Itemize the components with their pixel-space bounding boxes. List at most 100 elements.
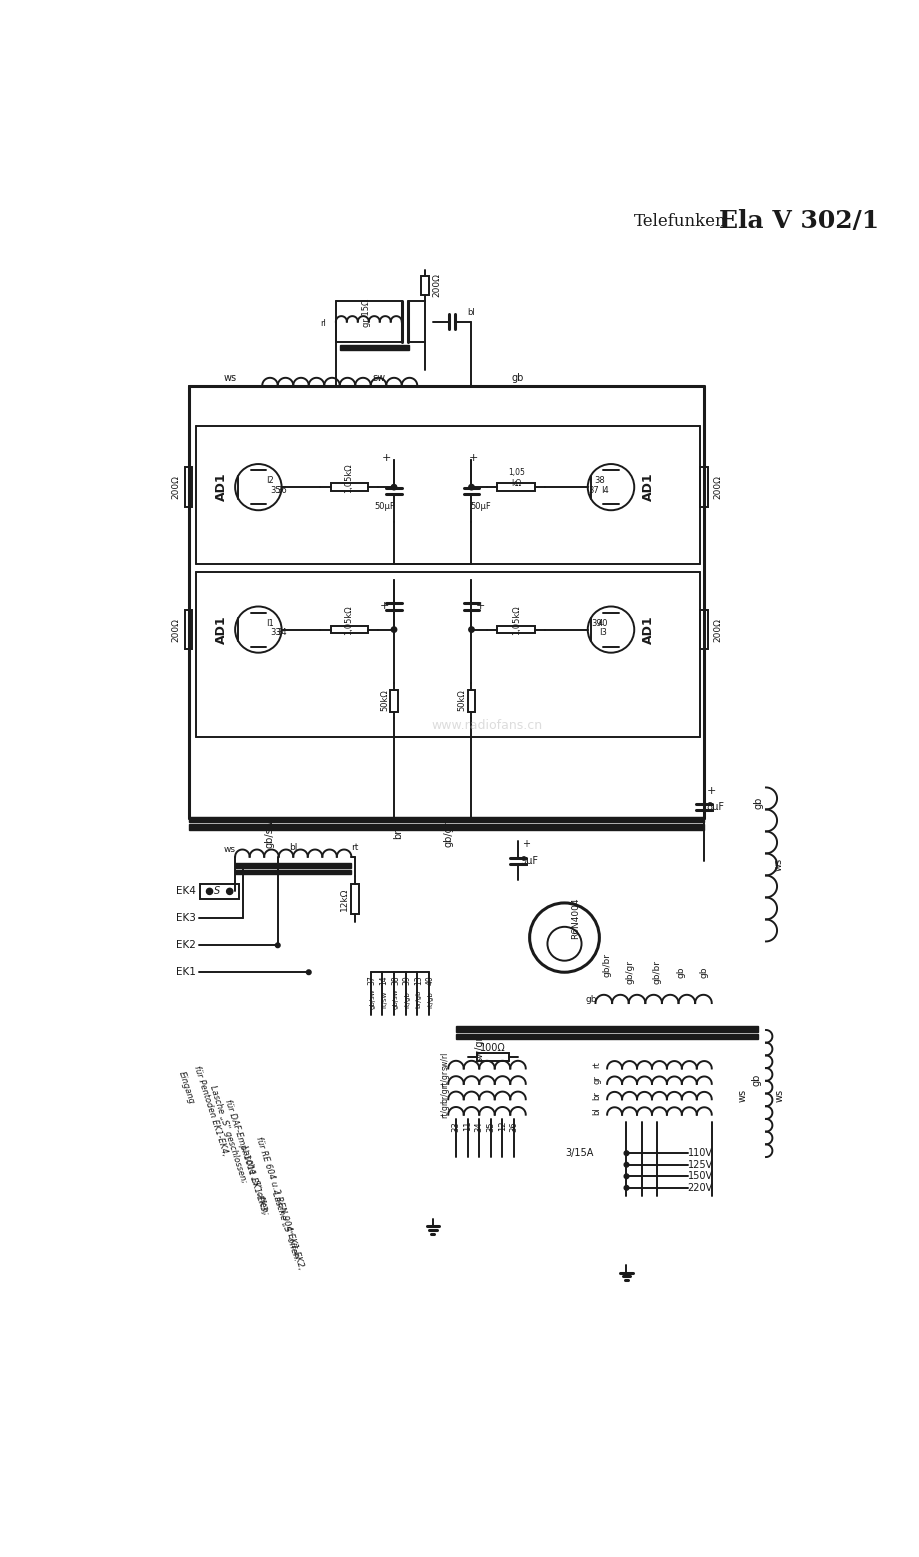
Text: 200Ω: 200Ω [432,274,440,297]
Text: bl: bl [467,308,475,318]
Text: ws: ws [223,372,236,383]
Text: EK2: EK2 [176,940,196,950]
Text: 50μF: 50μF [470,501,491,511]
Text: 50kΩ: 50kΩ [380,690,389,712]
Text: AD1: AD1 [641,615,654,645]
Text: R6N4004: R6N4004 [571,897,580,939]
Text: 34: 34 [474,1121,483,1132]
Bar [351,884,358,914]
Text: 9μF: 9μF [520,856,538,866]
Text: Lasche „S" offen;: Lasche „S" offen; [239,1144,269,1216]
Text: +: + [521,839,529,850]
Circle shape [306,970,311,975]
Text: gb: gb [511,372,524,383]
Text: sw/gr: sw/gr [473,1035,483,1062]
Text: bl: bl [592,1107,601,1115]
Bar [331,483,368,490]
Text: für Pentoden EK1-EK4,: für Pentoden EK1-EK4, [192,1065,230,1157]
Text: Lasche „S" geschlossen;: Lasche „S" geschlossen; [208,1084,248,1183]
Text: 110V: 110V [686,1148,712,1158]
Text: gb: gb [751,1074,761,1087]
Text: rt/gb: rt/gb [427,990,433,1007]
Text: sw/rl: sw/rl [439,1051,448,1070]
Text: EK1: EK1 [176,967,196,978]
Circle shape [529,903,598,972]
Bar [699,467,707,508]
Circle shape [623,1185,629,1190]
Bar [185,610,192,649]
Text: gb/br: gb/br [652,961,662,984]
Text: ws: ws [774,1088,784,1102]
Text: +: + [381,453,391,462]
Text: 1,05
kΩ: 1,05 kΩ [507,469,525,487]
Text: br/gr: br/gr [439,1085,448,1104]
Text: gb: gb [585,995,596,1004]
Text: AD1: AD1 [641,473,654,501]
Text: EK4: EK4 [176,886,196,897]
Text: br/gb: br/gb [415,990,421,1009]
Text: 200Ω: 200Ω [172,618,180,641]
Text: gb/sw: gb/sw [392,989,398,1009]
Text: gb/gr: gb/gr [625,961,634,984]
Text: 40: 40 [597,620,607,627]
Text: I2: I2 [266,476,274,486]
Text: Lasche „S" offen.: Lasche „S" offen. [269,1191,301,1263]
Text: 1,05kΩ: 1,05kΩ [511,606,520,635]
Bar [200,884,239,898]
Text: 35: 35 [270,486,280,495]
Polygon shape [456,1034,757,1039]
Bar [331,626,368,634]
Text: 40: 40 [425,975,435,986]
Text: Eingang: Eingang [176,1070,196,1105]
Text: bl: bl [289,842,297,852]
Circle shape [226,889,233,894]
Text: 100Ω: 100Ω [479,1043,505,1053]
Circle shape [235,607,281,652]
Text: gb: gb [698,967,708,978]
Text: 1,05kΩ: 1,05kΩ [345,462,353,492]
Circle shape [623,1151,629,1155]
Polygon shape [456,1026,757,1032]
Bar [467,690,475,712]
Text: AD1: AD1 [214,473,227,501]
Text: I4: I4 [600,486,608,495]
Text: 35: 35 [486,1121,494,1132]
Text: gb/sw: gb/sw [265,819,275,849]
Circle shape [391,627,396,632]
Text: 150V: 150V [686,1171,712,1182]
Text: für DAF-Empl.1011 EK1-EK3,: für DAF-Empl.1011 EK1-EK3, [223,1099,268,1216]
Text: 34: 34 [276,627,287,637]
Text: br: br [392,828,403,839]
Polygon shape [339,344,409,350]
Text: gr: gr [592,1076,601,1085]
Polygon shape [235,863,351,869]
Text: 50μF: 50μF [374,501,394,511]
Circle shape [391,484,396,490]
Text: rt/gr: rt/gr [439,1101,448,1118]
Polygon shape [188,817,703,822]
Text: 39: 39 [403,975,411,986]
Polygon shape [235,870,351,875]
Text: 33: 33 [451,1121,460,1132]
Text: ws: ws [737,1088,747,1102]
Text: rt/sw: rt/sw [380,990,387,1007]
Text: 8μF: 8μF [706,802,724,811]
Bar [390,690,397,712]
Bar [699,610,707,649]
Text: 220V: 220V [686,1183,712,1193]
Text: 38: 38 [391,975,400,984]
Circle shape [469,627,473,632]
Text: sw: sw [371,372,385,383]
Text: gb: gb [675,967,685,978]
Text: rl: rl [320,319,325,329]
Text: 12kΩ: 12kΩ [339,887,348,911]
Text: 36: 36 [509,1121,518,1132]
Circle shape [623,1163,629,1168]
Polygon shape [188,824,703,830]
Text: rt/gb: rt/gb [403,990,410,1007]
Bar [185,467,192,508]
Text: ws: ws [773,858,783,870]
Text: rt: rt [592,1062,601,1068]
Text: EK3: EK3 [176,914,196,923]
Text: 200Ω: 200Ω [712,475,721,500]
